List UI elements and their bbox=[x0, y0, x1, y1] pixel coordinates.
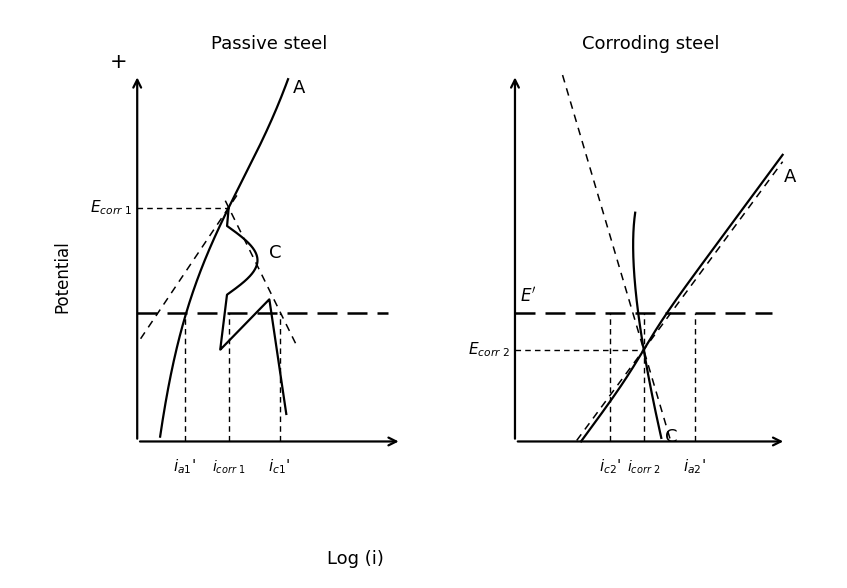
Text: $i_{c2}$': $i_{c2}$' bbox=[599, 457, 621, 476]
Text: $E_{corr\ 1}$: $E_{corr\ 1}$ bbox=[90, 198, 132, 217]
Text: $i_{corr\ 1}$: $i_{corr\ 1}$ bbox=[212, 458, 246, 476]
Text: +: + bbox=[110, 52, 127, 72]
Text: $E'$: $E'$ bbox=[520, 286, 537, 306]
Text: $i_{a1}$': $i_{a1}$' bbox=[174, 457, 196, 476]
Text: Log (i): Log (i) bbox=[327, 550, 385, 569]
Text: $i_{c1}$': $i_{c1}$' bbox=[268, 457, 291, 476]
Text: $i_{corr\ 2}$: $i_{corr\ 2}$ bbox=[627, 458, 661, 476]
Text: $i_{a2}$': $i_{a2}$' bbox=[684, 457, 706, 476]
Text: A: A bbox=[784, 168, 797, 186]
Text: Corroding steel: Corroding steel bbox=[582, 35, 719, 54]
Text: C: C bbox=[665, 429, 678, 446]
Text: C: C bbox=[269, 244, 282, 262]
Text: Passive steel: Passive steel bbox=[211, 35, 328, 54]
Text: Potential: Potential bbox=[53, 240, 72, 313]
Text: $E_{corr\ 2}$: $E_{corr\ 2}$ bbox=[468, 340, 510, 359]
Text: A: A bbox=[293, 79, 306, 97]
